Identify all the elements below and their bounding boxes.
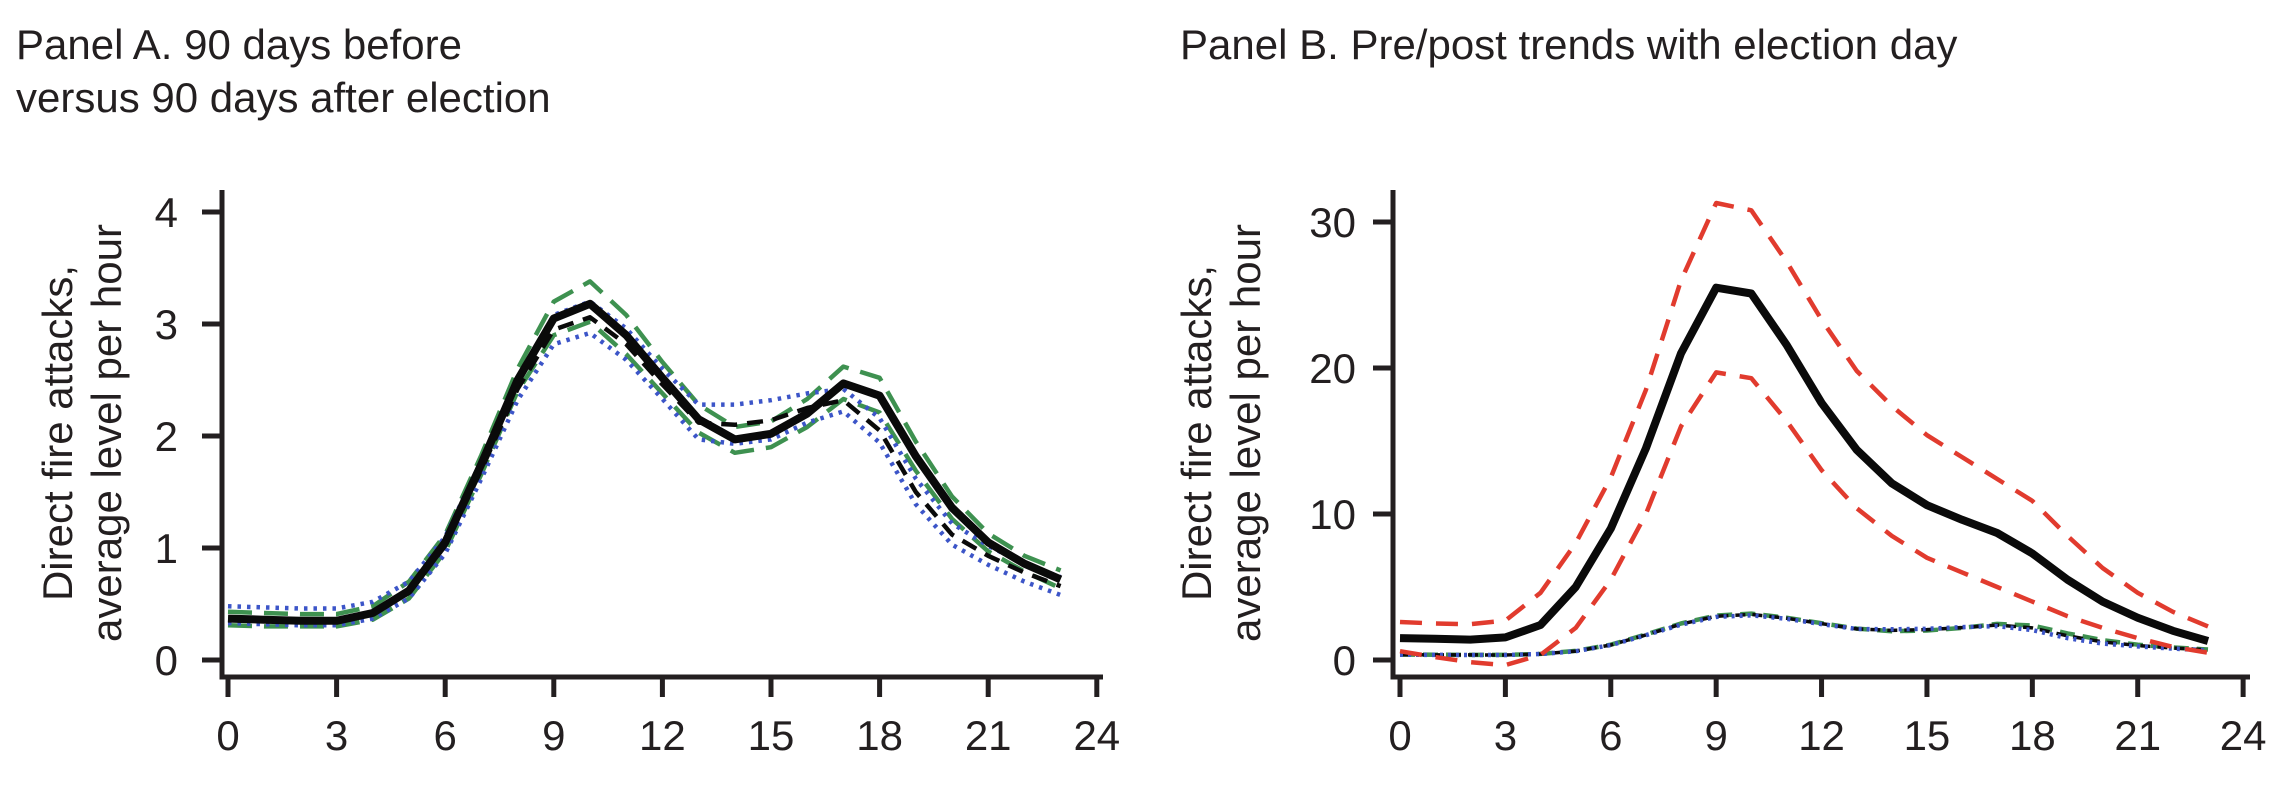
panel-b: 0 10 20 30 0 3 6 9 12 15 18 21 24 <box>1309 190 2266 759</box>
panel-a-series-post-ci-lower <box>227 330 1062 628</box>
panel-b-y-tick-label: 10 <box>1309 491 1356 538</box>
panel-a-y-tick-label: 4 <box>155 189 178 236</box>
panel-b-x-tick-label: 18 <box>2009 712 2056 759</box>
panel-b-x-tick-label: 15 <box>1904 712 1951 759</box>
panel-b-y-axis-label: Direct fire attacks, average level per h… <box>1172 133 1272 733</box>
panel-b-title: Panel B. Pre/post trends with election d… <box>1180 18 1957 71</box>
panel-a-x-tick-label: 6 <box>434 712 457 759</box>
panel-b-x-tick-label: 12 <box>1798 712 1845 759</box>
panel-a-y-axis-label-line1: Direct fire attacks, <box>34 264 81 602</box>
panel-a-x-tick-label: 21 <box>965 712 1012 759</box>
panel-b-series-election-day-ci-upper <box>1399 200 2209 629</box>
panel-b-x-tick-label: 6 <box>1599 712 1622 759</box>
panel-a-y-axis-label-line2: average level per hour <box>83 224 130 642</box>
panel-a-x-tick-label: 12 <box>639 712 686 759</box>
panel-b-y-tick-label: 0 <box>1333 637 1356 684</box>
panel-b-series-post-trend <box>1399 613 2209 658</box>
panel-b-y-tick-label: 20 <box>1309 345 1356 392</box>
panel-a-x-tick-label: 15 <box>748 712 795 759</box>
panel-a-title-line1: Panel A. 90 days before <box>16 21 462 68</box>
panel-b-series-pre-trend <box>1399 611 2209 658</box>
panel-a-x-tick-label: 18 <box>856 712 903 759</box>
panel-a-x-tick-label: 3 <box>325 712 348 759</box>
panel-a-x-tick-label: 9 <box>542 712 565 759</box>
panel-b-x-tick-label: 3 <box>1494 712 1517 759</box>
panel-b-x-tick-label: 0 <box>1388 712 1411 759</box>
panel-b-x-tick-label: 9 <box>1704 712 1727 759</box>
panel-a-y-axis-label: Direct fire attacks, average level per h… <box>33 133 133 733</box>
panel-a-title-line2: versus 90 days after election <box>16 74 551 121</box>
panel-b-title-line1: Panel B. Pre/post trends with election d… <box>1180 21 1958 68</box>
panel-a-y-tick-label: 2 <box>155 413 178 460</box>
panel-a-series-post-ci-upper <box>227 299 1062 611</box>
panel-b-y-axis-label-line1: Direct fire attacks, <box>1173 264 1220 602</box>
panel-b-x-tick-label: 21 <box>2114 712 2161 759</box>
panel-a-series-pre-ci-upper <box>227 279 1062 617</box>
panel-a-y-tick-label: 0 <box>155 637 178 684</box>
panel-b-x-tick-label: 24 <box>2220 712 2267 759</box>
panel-a-x-tick-label: 0 <box>216 712 239 759</box>
panel-a-series-pre-mean <box>227 299 1063 625</box>
panel-a-title: Panel A. 90 days before versus 90 days a… <box>16 18 551 124</box>
panel-a-y-tick-label: 3 <box>155 301 178 348</box>
panel-a-x-tick-label: 24 <box>1073 712 1120 759</box>
panel-a-y-tick-label: 1 <box>155 525 178 572</box>
panel-b-y-axis-label-line2: average level per hour <box>1222 224 1269 642</box>
panel-b-y-tick-label: 30 <box>1309 199 1356 246</box>
panel-b-series-election-day-mean <box>1399 283 2210 645</box>
panel-b-axes <box>1390 190 2250 680</box>
